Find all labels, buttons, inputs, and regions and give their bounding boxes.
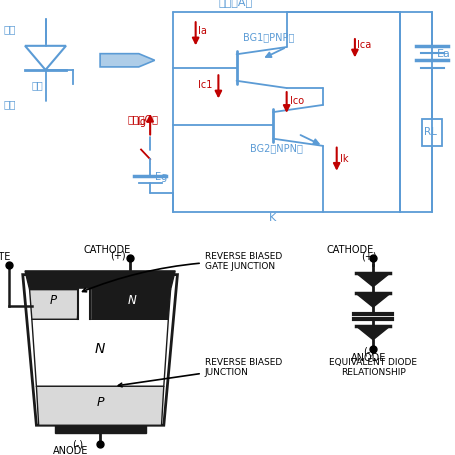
Text: P: P bbox=[96, 396, 104, 409]
Text: ANODE: ANODE bbox=[351, 353, 386, 363]
Text: Ea: Ea bbox=[437, 49, 450, 59]
Text: EQUIVALENT DIODE
RELATIONSHIP: EQUIVALENT DIODE RELATIONSHIP bbox=[329, 358, 417, 377]
Polygon shape bbox=[356, 293, 390, 307]
Text: 门极（G）: 门极（G） bbox=[127, 114, 158, 124]
Polygon shape bbox=[36, 386, 164, 425]
Text: Ik: Ik bbox=[340, 154, 349, 163]
Text: Ig: Ig bbox=[136, 117, 146, 127]
Polygon shape bbox=[78, 289, 90, 319]
Text: (-): (-) bbox=[363, 347, 374, 357]
Text: BG2（NPN）: BG2（NPN） bbox=[250, 143, 303, 153]
FancyBboxPatch shape bbox=[422, 119, 442, 146]
Text: K: K bbox=[269, 212, 277, 222]
Text: Ia: Ia bbox=[198, 26, 207, 36]
Text: Ica: Ica bbox=[357, 40, 371, 50]
Text: P: P bbox=[50, 294, 57, 308]
FancyArrow shape bbox=[100, 54, 155, 67]
Text: RL: RL bbox=[424, 127, 437, 137]
Text: (-): (-) bbox=[72, 440, 83, 450]
Text: Ic1: Ic1 bbox=[198, 80, 212, 90]
Text: (+): (+) bbox=[361, 252, 376, 262]
Text: REVERSE BIASED
JUNCTION: REVERSE BIASED JUNCTION bbox=[118, 358, 282, 387]
Text: 门极: 门极 bbox=[32, 80, 44, 90]
Text: ANODE: ANODE bbox=[53, 446, 88, 455]
Polygon shape bbox=[55, 425, 146, 433]
Text: (+): (+) bbox=[111, 251, 126, 261]
Text: 阴极: 阴极 bbox=[4, 99, 16, 109]
Polygon shape bbox=[30, 289, 80, 319]
Text: BG1（PNP）: BG1（PNP） bbox=[243, 32, 295, 42]
Polygon shape bbox=[89, 289, 171, 319]
Polygon shape bbox=[356, 273, 390, 287]
Text: N: N bbox=[95, 342, 105, 356]
Text: Eg: Eg bbox=[155, 172, 167, 182]
Polygon shape bbox=[25, 271, 175, 289]
Text: 阳极（A）: 阳极（A） bbox=[218, 0, 253, 7]
Polygon shape bbox=[356, 326, 390, 340]
Text: CATHODE: CATHODE bbox=[83, 245, 131, 255]
Text: REVERSE BIASED
GATE JUNCTION: REVERSE BIASED GATE JUNCTION bbox=[82, 252, 282, 292]
Polygon shape bbox=[32, 319, 168, 386]
Text: CATHODE: CATHODE bbox=[327, 245, 374, 255]
Text: 阳极: 阳极 bbox=[4, 24, 16, 34]
Text: N: N bbox=[127, 294, 136, 308]
Text: GATE: GATE bbox=[0, 252, 10, 262]
Text: Ico: Ico bbox=[290, 96, 304, 106]
Polygon shape bbox=[23, 275, 177, 425]
